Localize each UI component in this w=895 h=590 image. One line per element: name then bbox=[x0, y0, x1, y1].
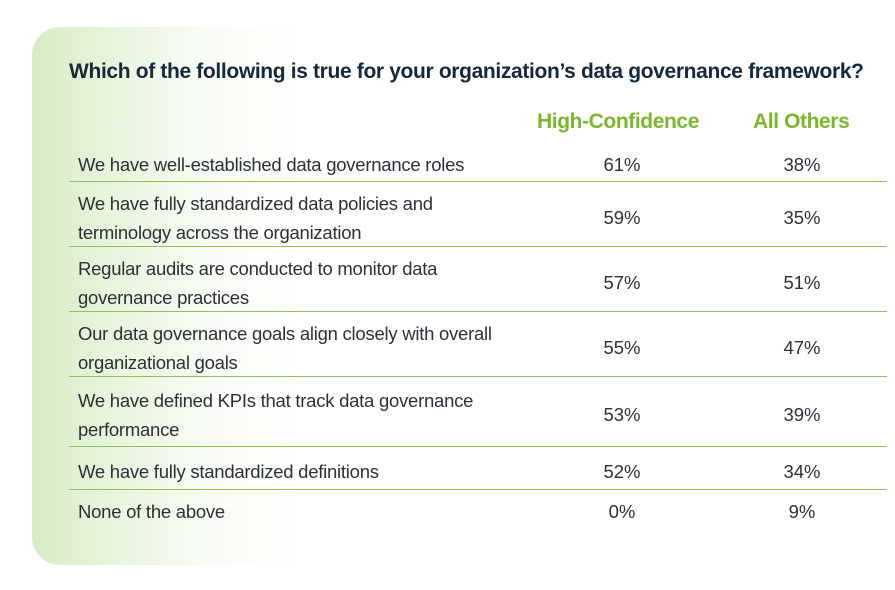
value-high-confidence: 59% bbox=[603, 207, 641, 228]
table-row: We have fully standardized data policies… bbox=[69, 189, 887, 247]
value-high-confidence: 52% bbox=[603, 461, 641, 482]
value-all-others: 39% bbox=[783, 404, 821, 425]
row-label: We have fully standardized definitions bbox=[78, 461, 379, 482]
table-row: None of the above 0% 9% bbox=[69, 497, 887, 530]
value-all-others: 47% bbox=[783, 337, 821, 358]
value-high-confidence: 55% bbox=[603, 337, 641, 358]
row-label: We have well-established data governance… bbox=[78, 154, 465, 175]
table-row: We have defined KPIs that track data gov… bbox=[69, 386, 887, 447]
row-label: Our data governance goals align closely … bbox=[78, 323, 492, 373]
value-high-confidence: 57% bbox=[603, 272, 641, 293]
survey-card bbox=[32, 27, 895, 565]
table-row: We have well-established data governance… bbox=[69, 150, 887, 182]
value-all-others: 34% bbox=[783, 461, 821, 482]
value-all-others: 35% bbox=[783, 207, 821, 228]
value-high-confidence: 53% bbox=[603, 404, 641, 425]
table-row: Our data governance goals align closely … bbox=[69, 319, 887, 377]
row-label: We have fully standardized data policies… bbox=[78, 193, 433, 243]
table-row: Regular audits are conducted to monitor … bbox=[69, 254, 887, 312]
value-all-others: 51% bbox=[783, 272, 821, 293]
column-header-all-others: All Others bbox=[753, 110, 850, 133]
chart-title: Which of the following is true for your … bbox=[69, 60, 864, 83]
value-all-others: 9% bbox=[788, 501, 816, 522]
value-high-confidence: 61% bbox=[603, 154, 641, 175]
row-label: Regular audits are conducted to monitor … bbox=[78, 258, 438, 308]
value-high-confidence: 0% bbox=[608, 501, 636, 522]
row-label: None of the above bbox=[78, 501, 225, 522]
row-label: We have defined KPIs that track data gov… bbox=[78, 390, 474, 440]
column-header-high-confidence: High-Confidence bbox=[537, 110, 699, 133]
value-all-others: 38% bbox=[783, 154, 821, 175]
table-row: We have fully standardized definitions 52… bbox=[69, 457, 887, 490]
